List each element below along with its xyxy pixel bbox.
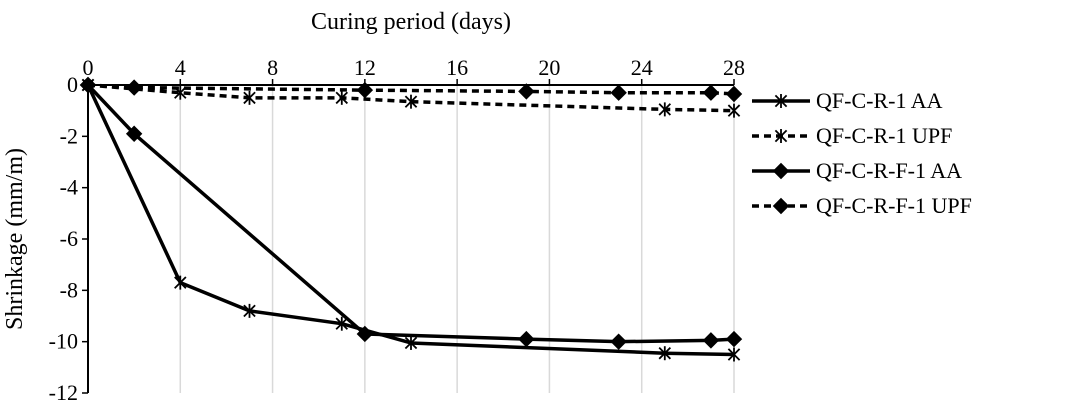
series-line-3 <box>86 83 735 344</box>
data-point <box>727 347 741 362</box>
legend-label: QF-C-R-F-1 UPF <box>816 193 972 218</box>
x-tick-label-8: 8 <box>267 55 278 80</box>
data-point <box>356 325 374 343</box>
x-tick-label-0: 0 <box>83 55 94 80</box>
y-tick-label--8: -8 <box>60 277 78 302</box>
x-tick-label-12: 12 <box>354 55 376 80</box>
legend-swatch-marker <box>772 197 790 215</box>
y-tick-label--2: -2 <box>60 123 78 148</box>
data-point <box>125 125 143 142</box>
legend-item-4: QF-C-R-F-1 UPF <box>752 193 972 218</box>
data-point <box>79 76 97 94</box>
data-point <box>404 94 418 109</box>
series-1 <box>81 78 741 362</box>
x-tick-label-28: 28 <box>723 55 745 80</box>
data-point <box>125 79 143 96</box>
x-tick-label-24: 24 <box>631 55 653 80</box>
legend-label: QF-C-R-F-1 AA <box>816 158 962 183</box>
legend-swatch-marker <box>772 162 790 180</box>
data-point <box>610 84 627 101</box>
legend-label: QF-C-R-1 AA <box>816 88 943 113</box>
data-point <box>243 90 256 105</box>
y-axis-title: Shrinkage (mm/m) <box>2 148 28 330</box>
legend-swatch-marker <box>774 129 788 143</box>
legend-label: QF-C-R-1 UPF <box>816 123 952 148</box>
y-tick-label--10: -10 <box>49 329 78 354</box>
y-tick-label-0: 0 <box>67 72 78 97</box>
data-point <box>174 275 187 290</box>
data-point <box>335 90 349 105</box>
y-tick-label--12: -12 <box>49 380 78 405</box>
data-point <box>518 330 535 348</box>
data-point <box>243 303 256 318</box>
data-point <box>727 103 741 118</box>
legend-item-2: QF-C-R-1 UPF <box>752 123 952 148</box>
y-tick-label--6: -6 <box>60 226 78 251</box>
y-tick-label--4: -4 <box>60 175 78 200</box>
series-layer <box>79 76 743 362</box>
axes: 0 4 8 12 16 20 24 28 0 -2 -4 -6 -8 -10 -12 <box>49 55 745 405</box>
legend-item-1: QF-C-R-1 AA <box>752 88 943 113</box>
series-line-1 <box>86 84 735 357</box>
data-point <box>404 335 418 350</box>
x-tick-label-16: 16 <box>446 55 468 80</box>
data-point <box>702 84 720 101</box>
data-point <box>725 330 743 348</box>
data-point <box>658 102 672 117</box>
x-axis-title: Curing period (days) <box>311 9 511 35</box>
data-point <box>335 316 349 331</box>
x-tick-label-20: 20 <box>538 55 560 80</box>
gridlines <box>179 85 735 393</box>
data-point <box>725 85 743 103</box>
legend-swatch-marker <box>774 94 788 108</box>
series-4 <box>79 76 743 103</box>
data-point <box>658 346 672 361</box>
legend: QF-C-R-1 AA QF-C-R-1 UPF QF-C-R-F-1 AA QF-C… <box>752 88 972 218</box>
x-tick-label-4: 4 <box>175 55 186 80</box>
legend-item-3: QF-C-R-F-1 AA <box>752 158 962 183</box>
data-point <box>702 332 720 349</box>
data-point <box>356 81 374 99</box>
data-point <box>518 83 535 100</box>
data-point <box>610 333 627 350</box>
